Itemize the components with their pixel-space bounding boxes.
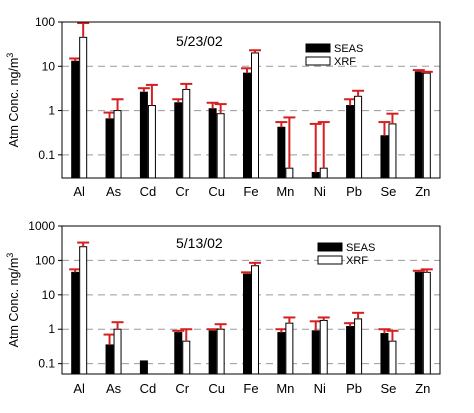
plot-frame — [61, 225, 441, 375]
seas-bar-pb — [346, 105, 355, 179]
x-tick-label: Zn — [415, 184, 430, 199]
x-tick-label: Cu — [208, 381, 225, 396]
seas-bar-cd — [139, 360, 148, 375]
xrf-bar-ni — [319, 319, 328, 375]
y-tick-label: 1 — [48, 322, 55, 336]
seas-bar-ni — [311, 171, 320, 179]
x-tick-label: Mn — [276, 184, 294, 199]
xrf-bar-se — [388, 123, 397, 179]
xrf-bar-as — [113, 110, 122, 179]
xrf-bar-cu — [216, 328, 225, 375]
xrf-bar-al — [79, 246, 88, 375]
xrf-bar-mn — [285, 322, 294, 375]
xrf-bar-pb — [354, 318, 363, 375]
xrf-bar-se — [388, 340, 397, 375]
x-tick-label: Fe — [243, 184, 258, 199]
x-tick-label: Al — [73, 184, 85, 199]
seas-bar-cr — [174, 332, 183, 375]
y-tick-label: 10 — [42, 59, 56, 73]
plot-frame — [61, 21, 441, 179]
seas-bar-mn — [277, 332, 286, 375]
y-axis-label: Atm Conc. ng/m3 — [5, 53, 21, 148]
x-tick-label: As — [106, 184, 122, 199]
y-tick-label: 100 — [35, 15, 55, 29]
seas-bar-cr — [174, 102, 183, 179]
y-tick-label: 1 — [48, 104, 55, 118]
legend-label-seas: SEAS — [346, 242, 375, 254]
x-tick-label: As — [106, 381, 122, 396]
seas-bar-cu — [208, 108, 217, 179]
seas-bar-fe — [243, 72, 251, 179]
seas-bar-zn — [414, 271, 423, 375]
x-tick-label: Ni — [314, 184, 326, 199]
xrf-bar-pb — [354, 95, 363, 179]
legend-swatch-seas — [305, 43, 331, 53]
xrf-bar-as — [113, 328, 122, 375]
legend-label-xrf: XRF — [346, 255, 368, 267]
x-tick-label: Mn — [276, 381, 294, 396]
y-tick-label: 10 — [42, 288, 56, 302]
x-tick-label: Ni — [314, 381, 326, 396]
y-tick-label: 0.1 — [38, 148, 55, 162]
seas-bar-ni — [311, 330, 320, 375]
seas-bar-se — [380, 333, 389, 375]
seas-bar-cd — [139, 91, 148, 179]
seas-bar-fe — [243, 273, 251, 375]
xrf-bar-cu — [216, 113, 225, 179]
x-tick-label: Cr — [175, 184, 189, 199]
legend-label-seas: SEAS — [334, 43, 363, 55]
x-tick-label: Cu — [208, 184, 225, 199]
seas-bar-pb — [346, 326, 355, 375]
xrf-bar-fe — [251, 265, 259, 375]
chart-panel-1: 0.1 1 10 100 Al As Cd Cr Cu Fe Mn Ni Pb Se Zn Atm Conc.… — [5, 15, 441, 199]
xrf-bar-fe — [251, 52, 259, 179]
xrf-bar-cr — [182, 88, 191, 179]
xrf-bar-zn — [422, 271, 431, 375]
y-tick-label: 1000 — [28, 219, 55, 233]
y-tick-label: 100 — [35, 253, 55, 267]
xrf-bar-ni — [319, 167, 328, 179]
date-annotation: 5/13/02 — [176, 235, 223, 251]
x-tick-label: Se — [381, 381, 397, 396]
seas-bar-cu — [208, 330, 217, 375]
x-tick-label: Cd — [140, 184, 157, 199]
legend-swatch-xrf — [305, 56, 331, 66]
y-tick-label: 0.1 — [38, 357, 55, 371]
legend-label-xrf: XRF — [334, 56, 356, 68]
xrf-bar-mn — [285, 167, 294, 179]
chart-panel-2: 0.1 1 10 100 1000 Al As Cd Cr Cu Fe Mn Ni Pb Se Zn Atm C… — [5, 219, 441, 396]
seas-bar-mn — [277, 126, 286, 179]
seas-bar-as — [105, 344, 114, 375]
seas-bar-zn — [414, 71, 423, 179]
seas-bar-as — [105, 118, 114, 179]
xrf-bar-al — [79, 36, 88, 179]
x-tick-label: Se — [381, 184, 397, 199]
legend-swatch-seas — [317, 242, 343, 252]
x-tick-label: Al — [73, 381, 85, 396]
xrf-bar-cd — [147, 105, 156, 179]
seas-bar-al — [71, 60, 80, 179]
x-tick-label: Cd — [140, 381, 157, 396]
seas-bar-al — [71, 271, 80, 375]
y-axis-label: Atm Conc. ng/m3 — [5, 253, 21, 348]
x-tick-label: Fe — [243, 381, 258, 396]
legend-swatch-xrf — [317, 255, 343, 265]
x-tick-label: Pb — [346, 184, 362, 199]
date-annotation: 5/23/02 — [176, 33, 223, 49]
x-tick-label: Zn — [415, 381, 430, 396]
xrf-bar-cr — [182, 340, 191, 375]
x-tick-label: Pb — [346, 381, 362, 396]
xrf-bar-zn — [422, 72, 431, 179]
seas-bar-se — [380, 135, 389, 179]
x-tick-label: Cr — [175, 381, 189, 396]
